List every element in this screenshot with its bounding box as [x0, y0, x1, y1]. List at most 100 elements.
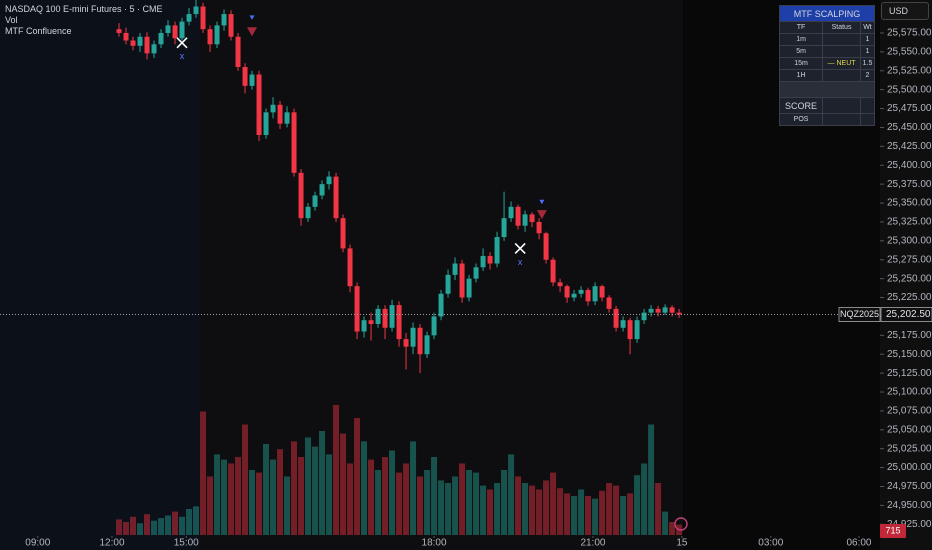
- mtf-table: MTF SCALPING TF Status Wt 1m 1 5m 1 15m — NEU…: [778, 5, 876, 126]
- volume-bar: [319, 431, 326, 535]
- volume-bar: [123, 522, 130, 535]
- y-tick-label: 25,050.00: [887, 424, 932, 435]
- y-tick-label: 25,300.00: [887, 235, 932, 246]
- x-tick-label: 18:00: [422, 538, 447, 549]
- candle-body: [529, 214, 535, 222]
- candle-body: [634, 320, 640, 340]
- wt: 1: [859, 33, 876, 46]
- volume-bar: [256, 472, 263, 535]
- candle-body: [263, 112, 269, 136]
- symbol-tag-bg: [838, 307, 881, 322]
- signal-label: x: [518, 257, 523, 267]
- candle-body: [193, 6, 199, 15]
- candle-body: [200, 6, 206, 30]
- symbol-title: NASDAQ 100 E-mini Futures · 5 · CME: [5, 4, 163, 14]
- candle-body: [459, 263, 465, 298]
- candle-body: [319, 184, 325, 196]
- candle-body: [165, 25, 171, 33]
- candle-body: [305, 206, 311, 219]
- y-tick-label: 25,275.00: [887, 254, 932, 265]
- candle-body: [452, 263, 458, 275]
- candle-body: [361, 320, 367, 332]
- volume-bar: [592, 498, 599, 535]
- signal-arrow: [249, 15, 255, 20]
- y-tick-label: 25,400.00: [887, 160, 932, 171]
- volume-bar: [172, 511, 179, 535]
- volume-bar: [277, 449, 284, 535]
- candle-body: [186, 14, 192, 22]
- volume-bar: [158, 518, 165, 535]
- axis-layer: 24,925.00 24,950.00 24,975.00 25,000.00 25,0…: [25, 28, 932, 549]
- candle-body: [256, 74, 262, 136]
- candle-body: [221, 14, 227, 26]
- volume-bar: [375, 470, 382, 535]
- volume-bar: [298, 457, 305, 535]
- volume-bar: [186, 509, 193, 535]
- candle-body: [137, 36, 143, 46]
- volume-bar: [508, 454, 515, 535]
- signal-cross: [176, 37, 188, 49]
- currency-button[interactable]: USD: [881, 2, 929, 20]
- volume-bar: [634, 475, 641, 535]
- candle-body: [557, 282, 563, 287]
- volume-bar: [529, 485, 536, 535]
- volume-bar: [312, 446, 319, 535]
- volume-bar: [543, 480, 550, 535]
- candle-body: [613, 308, 619, 328]
- x-tick-label: 06:00: [846, 538, 871, 549]
- y-tick-label: 25,500.00: [887, 84, 932, 95]
- volume-bar: [326, 454, 333, 535]
- candle-body: [543, 233, 549, 260]
- candle-body: [669, 307, 675, 313]
- volume-bar: [242, 424, 249, 535]
- volume-bar: [655, 483, 662, 535]
- volume-bar: [487, 489, 494, 535]
- volume-bar: [179, 516, 186, 535]
- volume-bar: [452, 476, 459, 535]
- volume-bar: [193, 506, 200, 535]
- col-header: Status: [822, 21, 861, 34]
- volume-bar: [361, 441, 368, 535]
- countdown: 715: [885, 525, 900, 535]
- volume-bar: [480, 485, 487, 535]
- candle-body: [326, 176, 332, 185]
- candle-body: [487, 255, 493, 264]
- price-layer: xx: [0, 0, 880, 374]
- candle-body: [473, 267, 479, 279]
- candle-body: [599, 286, 605, 298]
- volume-bar: [536, 489, 543, 535]
- volume-bar: [557, 488, 564, 535]
- candle-body: [508, 206, 514, 219]
- y-tick-label: 25,075.00: [887, 406, 932, 417]
- y-tick-label: 25,175.00: [887, 330, 932, 341]
- volume-bar: [466, 470, 473, 535]
- candle-body: [207, 29, 213, 45]
- session-band: [0, 0, 200, 550]
- candle-body: [550, 259, 556, 283]
- volume-bar: [284, 476, 291, 535]
- volume-bar: [550, 472, 557, 535]
- volume-bar: [368, 459, 375, 535]
- y-tick-label: 25,100.00: [887, 387, 932, 398]
- volume-bar: [410, 441, 417, 535]
- tf: 1m: [778, 33, 824, 46]
- y-tick-label: 25,350.00: [887, 198, 932, 209]
- x-tick-label: 15: [676, 538, 688, 549]
- x-tick-label: 03:00: [758, 538, 783, 549]
- wt: 2: [859, 69, 876, 82]
- candle-body: [396, 305, 402, 340]
- volume-bar: [599, 490, 606, 535]
- candle-body: [277, 104, 283, 124]
- y-tick-label: 24,975.00: [887, 481, 932, 492]
- candle-body: [424, 335, 430, 355]
- tf: 1H: [778, 69, 824, 82]
- candle-body: [291, 112, 297, 173]
- candle-body: [172, 25, 178, 39]
- col-header: Wt: [859, 21, 876, 34]
- x-tick-label: 12:00: [99, 538, 124, 549]
- volume-bar: [424, 470, 431, 535]
- y-tick-label: 25,150.00: [887, 349, 932, 360]
- wt: 1: [859, 45, 876, 58]
